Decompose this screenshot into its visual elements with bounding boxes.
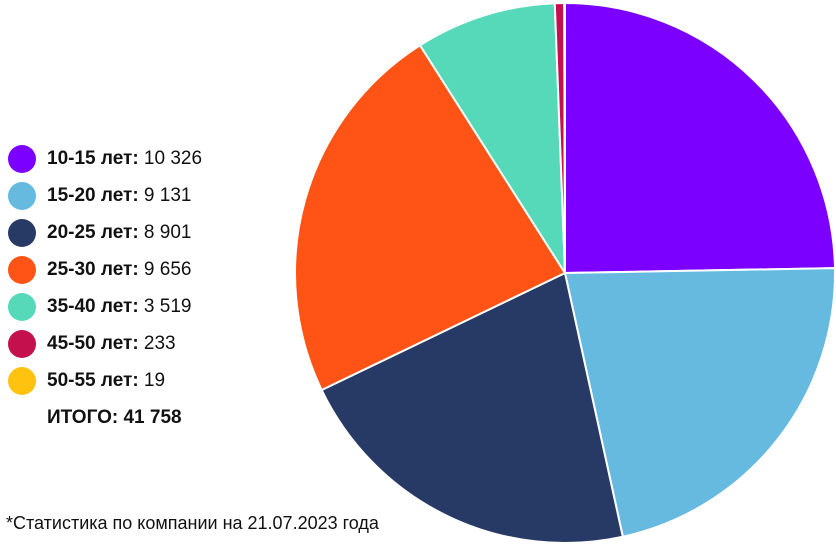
pie-slice-2	[564, 267, 836, 538]
legend-item-3: 20-25 лет: 8 901	[8, 214, 268, 251]
legend-label: 25-30 лет:	[47, 258, 144, 280]
pie-slice-7	[563, 1, 566, 274]
legend-value: 19	[143, 369, 166, 391]
legend-item-7: 50-55 лет: 19	[8, 362, 268, 399]
legend: 10-15 лет: 10 326 15-20 лет: 9 131 20-25 л…	[8, 140, 268, 436]
legend-value: 8 901	[143, 221, 192, 243]
legend-label: 50-55 лет:	[47, 369, 144, 391]
legend-item-5: 35-40 лет: 3 519	[8, 288, 268, 325]
legend-label: 10-15 лет:	[47, 147, 144, 169]
legend-swatch	[8, 181, 36, 210]
legend-item-2: 15-20 лет: 9 131	[8, 177, 268, 214]
pie-slice-5	[418, 2, 566, 274]
legend-total: ИТОГО: 41 758	[8, 399, 268, 436]
footnote: *Статистика по компании на 21.07.2023 го…	[6, 513, 379, 533]
legend-label: 15-20 лет:	[47, 184, 144, 206]
legend-label: 20-25 лет:	[47, 221, 144, 243]
total-value: 41 758	[123, 406, 182, 428]
legend-value: 9 656	[143, 258, 192, 280]
pie-slice-4	[294, 44, 566, 392]
legend-swatch	[8, 292, 36, 321]
legend-item-6: 45-50 лет: 233	[8, 325, 268, 362]
legend-swatch	[8, 218, 36, 247]
legend-swatch	[8, 366, 36, 395]
legend-value: 3 519	[143, 295, 192, 317]
legend-value: 9 131	[143, 184, 192, 206]
pie-slice-3	[320, 272, 624, 544]
legend-label: 45-50 лет:	[47, 332, 144, 354]
legend-item-1: 10-15 лет: 10 326	[8, 140, 268, 177]
legend-label: 35-40 лет:	[47, 295, 144, 317]
legend-value: 10 326	[143, 147, 203, 169]
legend-item-4: 25-30 лет: 9 656	[8, 251, 268, 288]
total-label: ИТОГО:	[47, 406, 119, 428]
legend-swatch	[8, 255, 36, 284]
legend-value: 233	[143, 332, 176, 354]
pie-slice-1	[564, 2, 836, 274]
legend-swatch	[8, 144, 36, 173]
legend-swatch	[8, 329, 36, 358]
